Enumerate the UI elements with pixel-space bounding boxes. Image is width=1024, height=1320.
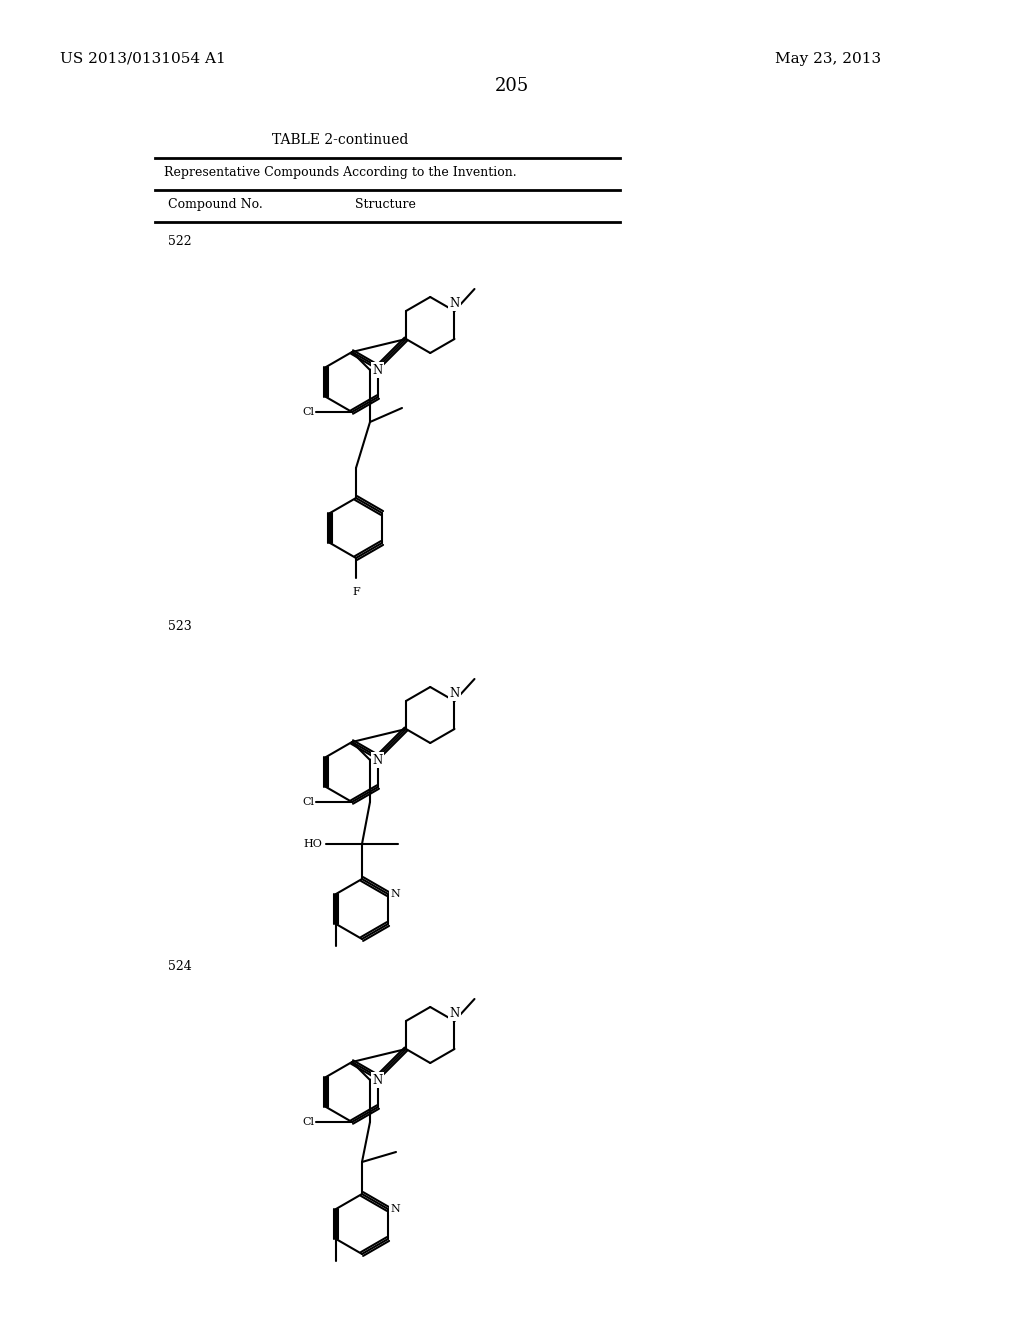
Text: 522: 522 [168, 235, 191, 248]
Text: N: N [450, 297, 460, 310]
Text: TABLE 2-continued: TABLE 2-continued [271, 133, 409, 147]
Text: Compound No.: Compound No. [168, 198, 263, 211]
Text: N: N [450, 686, 460, 700]
Text: N: N [450, 1007, 460, 1020]
Text: Structure: Structure [355, 198, 416, 211]
Text: Cl: Cl [302, 407, 314, 417]
Text: N: N [372, 363, 382, 376]
Text: N: N [390, 1204, 399, 1214]
Text: Cl: Cl [302, 1117, 314, 1127]
Text: 205: 205 [495, 77, 529, 95]
Text: US 2013/0131054 A1: US 2013/0131054 A1 [60, 51, 225, 66]
Text: N: N [372, 1073, 382, 1086]
Text: N: N [372, 754, 382, 767]
Text: Cl: Cl [302, 797, 314, 807]
Text: 523: 523 [168, 620, 191, 634]
Text: Representative Compounds According to the Invention.: Representative Compounds According to th… [164, 166, 516, 180]
Text: N: N [390, 888, 399, 899]
Text: F: F [352, 587, 359, 597]
Text: May 23, 2013: May 23, 2013 [775, 51, 881, 66]
Text: 524: 524 [168, 960, 191, 973]
Text: HO: HO [303, 840, 322, 849]
